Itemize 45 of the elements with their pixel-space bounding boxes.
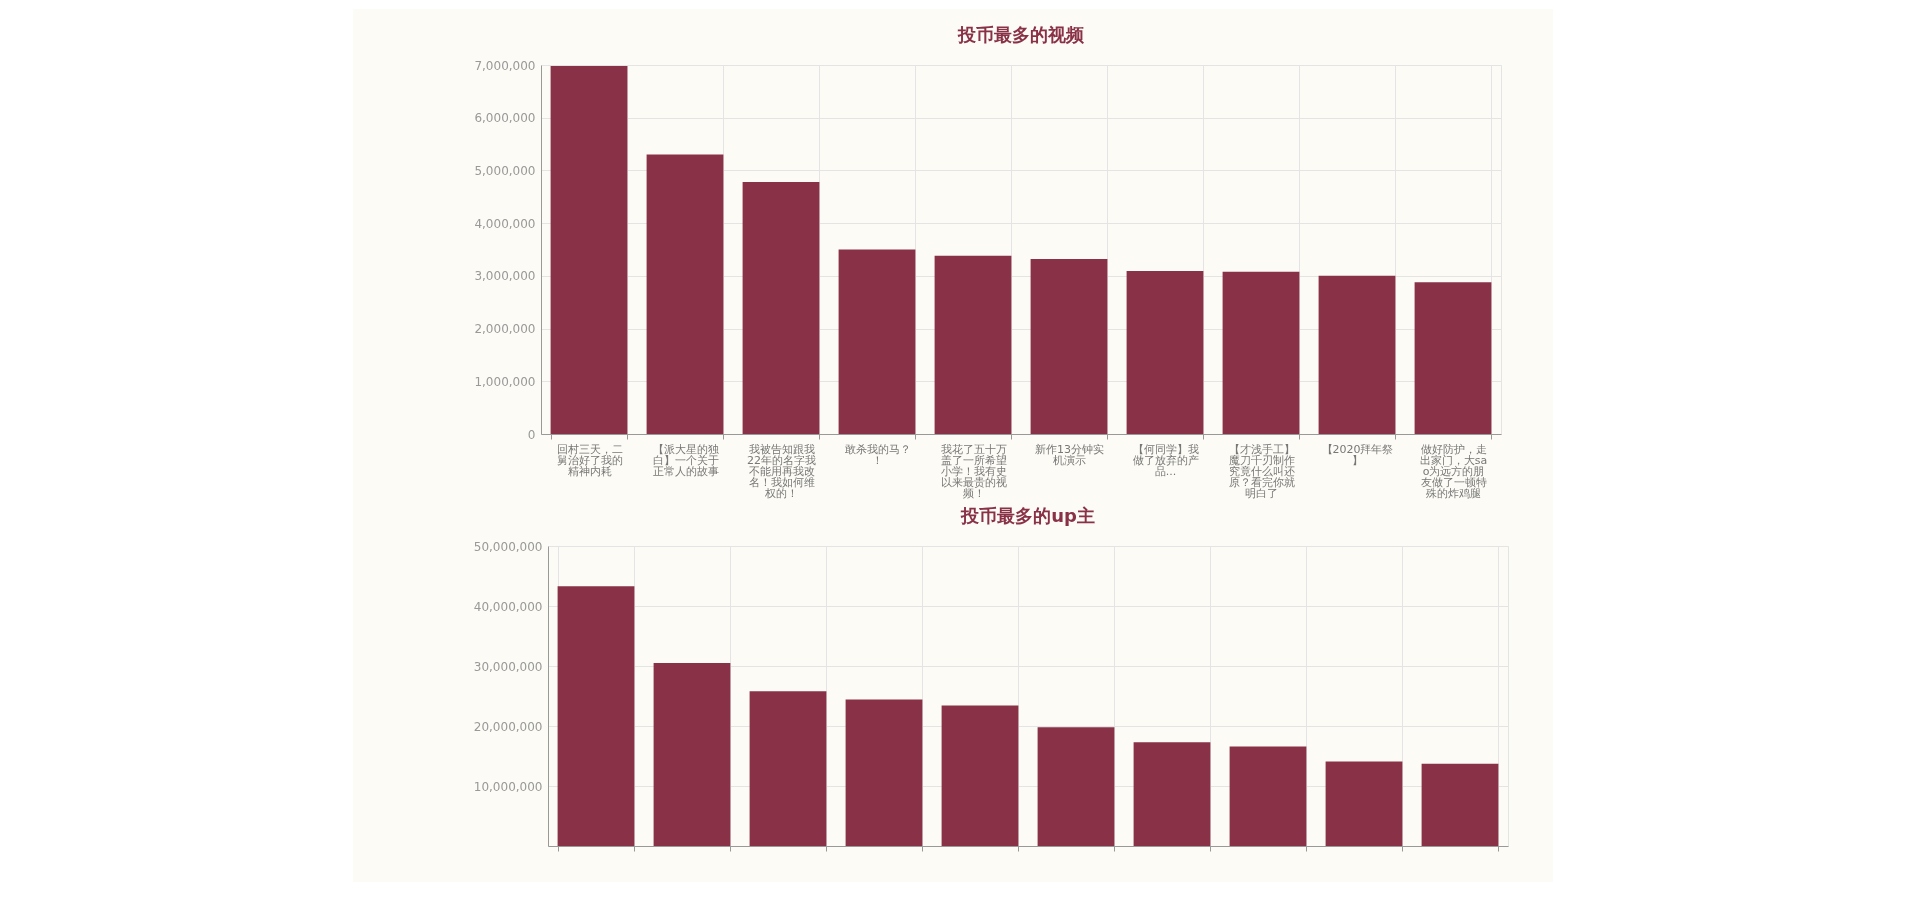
bar	[1030, 258, 1108, 434]
bar	[1222, 271, 1300, 434]
y-tick-label: 50,000,000	[473, 539, 543, 554]
bar	[653, 663, 731, 846]
y-tick-label: 1,000,000	[474, 374, 536, 389]
bar	[1229, 746, 1307, 846]
bar	[1325, 761, 1403, 846]
bar	[749, 691, 827, 846]
bar	[550, 66, 628, 434]
bar	[1414, 282, 1492, 434]
y-tick-label: 4,000,000	[474, 216, 536, 231]
bar	[941, 705, 1019, 846]
chart-title: 投币最多的视频	[957, 24, 1085, 45]
y-tick-label: 30,000,000	[473, 659, 543, 674]
bar	[845, 699, 923, 846]
y-tick-label: 5,000,000	[474, 163, 536, 178]
x-tick-label: 【才浅手工】魔刀千刃制作究竟什么叫还原？看完你就明白了	[1228, 442, 1295, 500]
chart-title: 投币最多的up主	[960, 505, 1095, 526]
bar	[1037, 727, 1115, 846]
x-tick-label: 【何同学】我做了放弃的产品...	[1132, 442, 1199, 478]
x-tick-label: 新作13分钟实机演示	[1035, 442, 1104, 467]
x-tick-label: 敢杀我的马？！	[844, 442, 911, 467]
y-tick-label: 40,000,000	[473, 599, 543, 614]
y-tick-label: 0	[527, 427, 536, 442]
x-tick-label: 我被告知跟我22年的名字我不能用再我改名！我如何维权的！	[747, 442, 816, 500]
bar	[838, 249, 916, 434]
y-tick-label: 10,000,000	[473, 779, 543, 794]
x-tick-label: 【2020拜年祭】	[1321, 442, 1394, 467]
bar	[557, 586, 635, 846]
y-tick-label: 2,000,000	[474, 322, 536, 337]
bar	[646, 154, 724, 434]
x-tick-label: 回村三天，二舅治好了我的精神内耗	[556, 442, 623, 478]
y-tick-label: 6,000,000	[474, 111, 536, 126]
y-tick-label: 20,000,000	[473, 719, 543, 734]
bar	[1126, 271, 1204, 434]
bar	[1421, 763, 1499, 846]
x-tick-label: 【派大星的独白】一个关于正常人的故事	[652, 442, 719, 478]
x-tick-label: 做好防护，走出家门，大sao为远方的朋友做了一顿特殊的炸鸡腿	[1419, 442, 1488, 500]
bar	[1318, 275, 1396, 434]
y-tick-label: 7,000,000	[474, 58, 536, 73]
bar	[934, 255, 1012, 434]
x-tick-label: 我花了五十万盖了一所希望小学！我有史以来最贵的视频！	[940, 442, 1007, 500]
y-tick-label: 3,000,000	[474, 269, 536, 284]
bar	[742, 182, 820, 434]
bar	[1133, 742, 1211, 846]
